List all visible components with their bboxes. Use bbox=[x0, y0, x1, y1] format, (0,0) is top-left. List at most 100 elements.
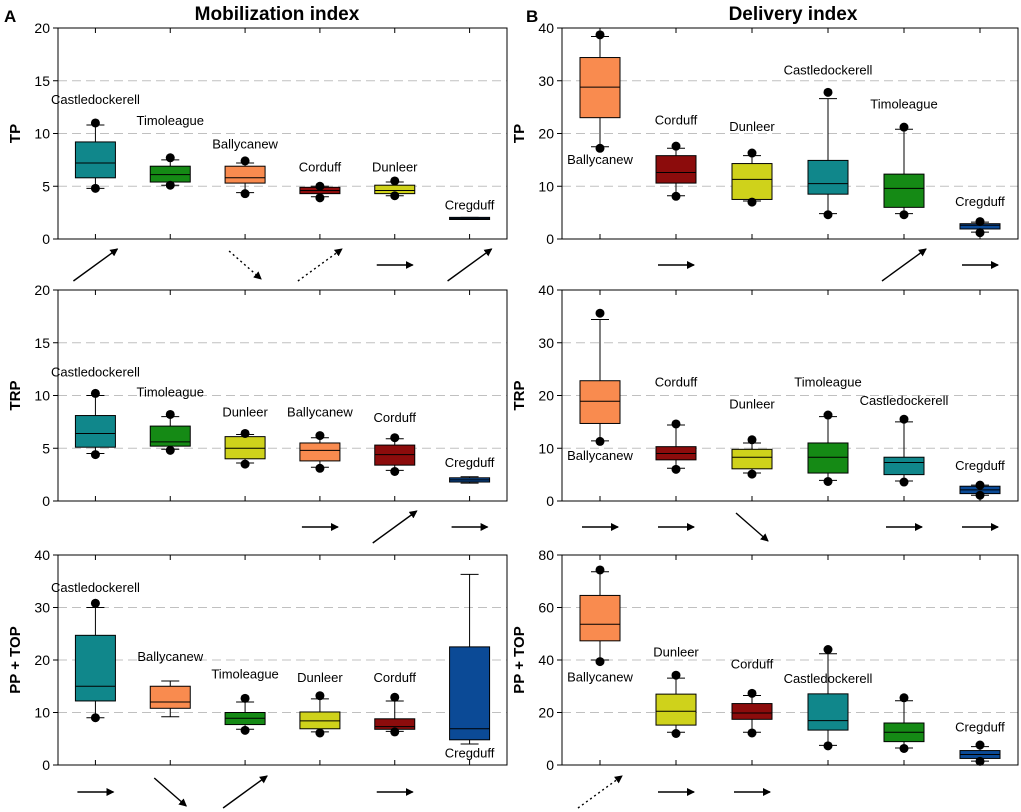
outlier-point bbox=[899, 693, 909, 703]
outlier-point bbox=[823, 410, 833, 420]
box-corduff: Corduff bbox=[299, 159, 341, 203]
outlier-point bbox=[165, 445, 175, 455]
outlier-point bbox=[975, 480, 985, 490]
box-timoleague: Timoleague bbox=[211, 666, 279, 735]
outlier-point bbox=[747, 728, 757, 738]
box-iqr bbox=[883, 173, 925, 208]
site-label: Timoleague bbox=[137, 385, 204, 400]
outlier-point bbox=[899, 414, 909, 424]
site-label: Cregduff bbox=[445, 746, 495, 761]
outlier-point bbox=[390, 727, 400, 737]
box-castledockerell: Castledockerell bbox=[51, 365, 140, 460]
y-tick-label: 30 bbox=[538, 73, 554, 89]
outlier-point bbox=[390, 692, 400, 702]
outlier-point bbox=[315, 431, 325, 441]
box-ballycanew: Ballycanew bbox=[212, 136, 279, 199]
box-dunleer: Dunleer bbox=[729, 397, 775, 479]
trend-arrow-up bbox=[297, 248, 343, 282]
outlier-point bbox=[165, 409, 175, 419]
box-iqr bbox=[807, 693, 849, 731]
trend-arrow-down bbox=[153, 777, 188, 807]
box-corduff: Ballycanew bbox=[287, 405, 353, 473]
site-label: Castledockerell bbox=[860, 393, 949, 408]
plot-b-trp: 0 10 20 30 40 TRP Ballycanew Corduff Dunleer Timo… bbox=[511, 282, 1019, 542]
outlier-point bbox=[671, 670, 681, 680]
y-tick-label: 10 bbox=[538, 440, 554, 456]
box-cregduff: Cregduff bbox=[445, 455, 495, 484]
box-castledockerell: Castledockerell bbox=[784, 62, 873, 220]
trend-arrow-up bbox=[881, 248, 927, 282]
outlier-point bbox=[823, 87, 833, 97]
y-tick-label: 0 bbox=[546, 757, 554, 773]
box-corduff: Corduff bbox=[731, 656, 774, 738]
box-castledockerell: Castledockerell bbox=[860, 393, 949, 487]
box-iqr bbox=[449, 646, 491, 741]
trend-arrow-up bbox=[73, 248, 119, 282]
box-timoleague: Timoleague bbox=[137, 113, 204, 190]
trend-arrow-up bbox=[577, 775, 623, 809]
site-label: Cregduff bbox=[955, 194, 1005, 209]
outlier-point bbox=[823, 741, 833, 751]
site-label: Dunleer bbox=[729, 119, 775, 134]
box-cregduff: Cregduff bbox=[955, 194, 1005, 238]
outlier-point bbox=[90, 450, 100, 460]
y-tick-label: 0 bbox=[42, 757, 50, 773]
site-label: Ballycanew bbox=[137, 649, 203, 664]
site-label: Ballycanew bbox=[287, 405, 353, 420]
box-iqr bbox=[579, 380, 621, 424]
outlier-point bbox=[747, 148, 757, 158]
outlier-point bbox=[899, 477, 909, 487]
outlier-point bbox=[315, 193, 325, 203]
y-tick-label: 30 bbox=[34, 600, 50, 616]
outlier-point bbox=[595, 436, 605, 446]
outlier-point bbox=[315, 181, 325, 191]
outlier-point bbox=[90, 713, 100, 723]
outlier-point bbox=[240, 459, 250, 469]
site-label: Timoleague bbox=[794, 375, 861, 390]
box-iqr bbox=[224, 436, 266, 460]
panel-a-letter: A bbox=[4, 7, 16, 26]
box-corduff: Corduff bbox=[374, 670, 416, 737]
site-label: Timoleague bbox=[870, 97, 937, 112]
site-label: Corduff bbox=[374, 410, 417, 425]
y-axis-label: TP bbox=[511, 124, 528, 143]
box-iqr bbox=[74, 415, 116, 448]
outlier-point bbox=[823, 476, 833, 486]
outlier-point bbox=[90, 388, 100, 398]
box-iqr bbox=[149, 425, 191, 447]
box-ballycanew: Ballycanew bbox=[567, 308, 633, 463]
site-label: Castledockerell bbox=[784, 62, 873, 77]
box-iqr bbox=[299, 711, 341, 730]
site-label: Dunleer bbox=[222, 405, 268, 420]
outlier-point bbox=[240, 428, 250, 438]
box-iqr bbox=[74, 634, 116, 702]
y-tick-label: 60 bbox=[538, 600, 554, 616]
box-castledockerell: Castledockerell bbox=[51, 580, 140, 723]
y-tick-label: 20 bbox=[538, 705, 554, 721]
outlier-point bbox=[595, 30, 605, 40]
box-iqr bbox=[579, 57, 621, 119]
trend-arrow-up bbox=[372, 510, 418, 544]
outlier-point bbox=[315, 691, 325, 701]
y-tick-label: 40 bbox=[538, 282, 554, 298]
y-tick-label: 15 bbox=[34, 335, 50, 351]
outlier-point bbox=[975, 490, 985, 500]
box-cregduff: Cregduff bbox=[955, 720, 1005, 766]
box-timoleague: Timoleague bbox=[137, 385, 204, 455]
y-tick-label: 10 bbox=[34, 388, 50, 404]
box-ballycanew: Ballycanew bbox=[137, 649, 204, 718]
y-tick-label: 15 bbox=[34, 73, 50, 89]
y-axis-label: TP bbox=[7, 124, 24, 143]
site-label: Castledockerell bbox=[51, 92, 140, 107]
site-label: Ballycanew bbox=[212, 136, 278, 151]
outlier-point bbox=[823, 645, 833, 654]
outlier-point bbox=[671, 464, 681, 474]
site-label: Cregduff bbox=[955, 720, 1005, 735]
box-iqr bbox=[149, 685, 191, 709]
box-dunleer: Dunleer bbox=[653, 644, 699, 738]
outlier-point bbox=[390, 176, 400, 186]
trend-arrow-down bbox=[228, 250, 262, 280]
outlier-point bbox=[315, 728, 325, 738]
site-label: Timoleague bbox=[137, 113, 204, 128]
